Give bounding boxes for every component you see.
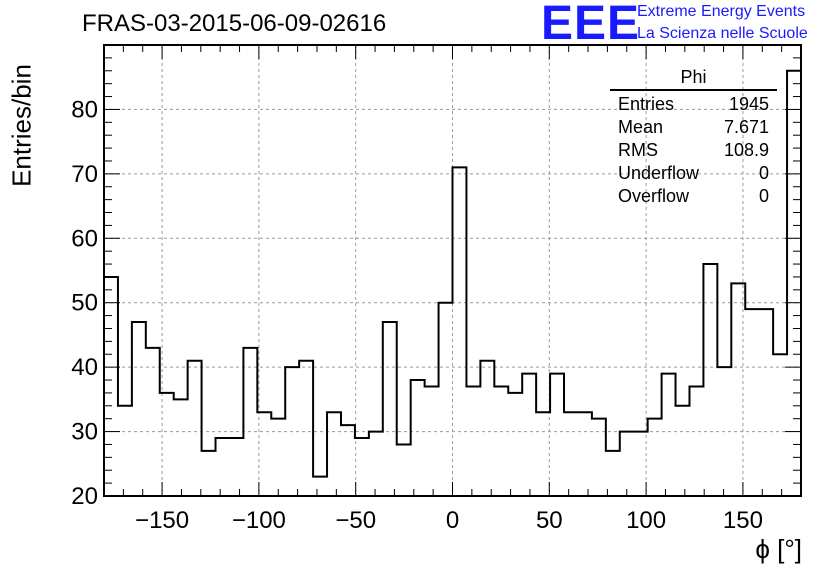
- x-tick-label: 100: [626, 507, 666, 534]
- stats-label: Underflow: [618, 163, 700, 183]
- histogram-bin: [550, 374, 564, 496]
- histogram-bin: [634, 432, 648, 496]
- eee-logo: EEE: [541, 0, 641, 50]
- histogram-bin: [104, 277, 118, 496]
- x-tick-label: 150: [723, 507, 763, 534]
- stats-value: 0: [759, 163, 769, 183]
- histogram-bin: [313, 477, 327, 496]
- stats-value: 108.9: [724, 140, 769, 160]
- histogram-bin: [397, 444, 411, 496]
- stats-value: 1945: [729, 94, 769, 114]
- y-tick-label: 50: [71, 290, 98, 317]
- stats-title: Phi: [680, 67, 706, 87]
- y-tick-label: 30: [71, 419, 98, 446]
- histogram-bin: [174, 399, 188, 496]
- histogram-bin: [620, 432, 634, 496]
- histogram-bin: [411, 380, 425, 496]
- histogram-bin: [703, 264, 717, 496]
- y-tick-label: 20: [71, 483, 98, 510]
- histogram-bin: [745, 309, 759, 496]
- histogram-bin: [453, 167, 467, 496]
- histogram-bin: [606, 451, 620, 496]
- x-tick-label: −150: [135, 507, 189, 534]
- histogram-bin: [369, 432, 383, 496]
- histogram-bin: [327, 412, 341, 496]
- histogram-bin: [425, 386, 439, 496]
- stats-label: Entries: [618, 94, 674, 114]
- histogram-bin: [118, 406, 132, 496]
- histogram-bin: [132, 322, 146, 496]
- histogram-bin: [494, 386, 508, 496]
- x-tick-label: −50: [335, 507, 376, 534]
- histogram-bin: [689, 386, 703, 496]
- x-axis-label: ϕ [°]: [755, 534, 802, 564]
- histogram-bin: [202, 451, 216, 496]
- histogram-bin: [188, 361, 202, 496]
- histogram-bin: [508, 393, 522, 496]
- histogram-bin: [355, 438, 369, 496]
- histogram-bin: [773, 354, 787, 496]
- stats-value: 7.671: [724, 117, 769, 137]
- histogram-series: [103, 69, 802, 496]
- histogram-bin: [592, 419, 606, 496]
- histogram-bin: [578, 412, 592, 496]
- histogram-bin: [480, 361, 494, 496]
- y-axis-label: Entries/bin: [6, 64, 37, 187]
- histogram-bin: [229, 438, 243, 496]
- y-tick-label: 60: [71, 225, 98, 252]
- x-tick-label: −100: [232, 507, 286, 534]
- histogram-bin: [257, 412, 271, 496]
- stats-value: 0: [759, 186, 769, 206]
- histogram-bin: [648, 419, 662, 496]
- histogram-bin: [383, 322, 397, 496]
- stats-label: Mean: [618, 117, 663, 137]
- histogram-bin: [341, 425, 355, 496]
- eee-tagline-2: La Scienza nelle Scuole: [637, 25, 808, 42]
- histogram-bin: [759, 309, 773, 496]
- histogram-bin: [536, 412, 550, 496]
- histogram-bin: [271, 419, 285, 496]
- histogram-bin: [216, 438, 230, 496]
- eee-tagline-1: Extreme Energy Events: [637, 3, 806, 20]
- histogram-bin: [466, 386, 480, 496]
- histogram-bin: [243, 348, 257, 496]
- histogram-bin: [522, 374, 536, 496]
- y-tick-label: 80: [71, 96, 98, 123]
- histogram-outline: [103, 69, 802, 496]
- histogram-bin: [676, 406, 690, 496]
- page-title: FRAS-03-2015-06-09-02616: [82, 10, 387, 37]
- histogram-bin: [146, 348, 160, 496]
- x-tick-label: 50: [536, 507, 563, 534]
- y-tick-label: 70: [71, 161, 98, 188]
- histogram-bin: [299, 361, 313, 496]
- x-tick-label: 0: [446, 507, 459, 534]
- y-tick-label: 40: [71, 354, 98, 381]
- tick-labels: −150 −100 −50 0 50 100 150 20 30 40 50 60 70 80: [71, 96, 763, 534]
- axis-ticks: [103, 44, 802, 497]
- histogram-bin: [787, 71, 801, 496]
- histogram-bin: [160, 393, 174, 496]
- histogram-bin: [439, 303, 453, 496]
- histogram-bin: [564, 412, 578, 496]
- stats-label: RMS: [618, 140, 658, 160]
- histogram-bin: [662, 374, 676, 496]
- stats-box: Phi Entries 1945 Mean 7.671 RMS 108.9 Underflow…: [610, 67, 777, 206]
- stats-label: Overflow: [618, 186, 690, 206]
